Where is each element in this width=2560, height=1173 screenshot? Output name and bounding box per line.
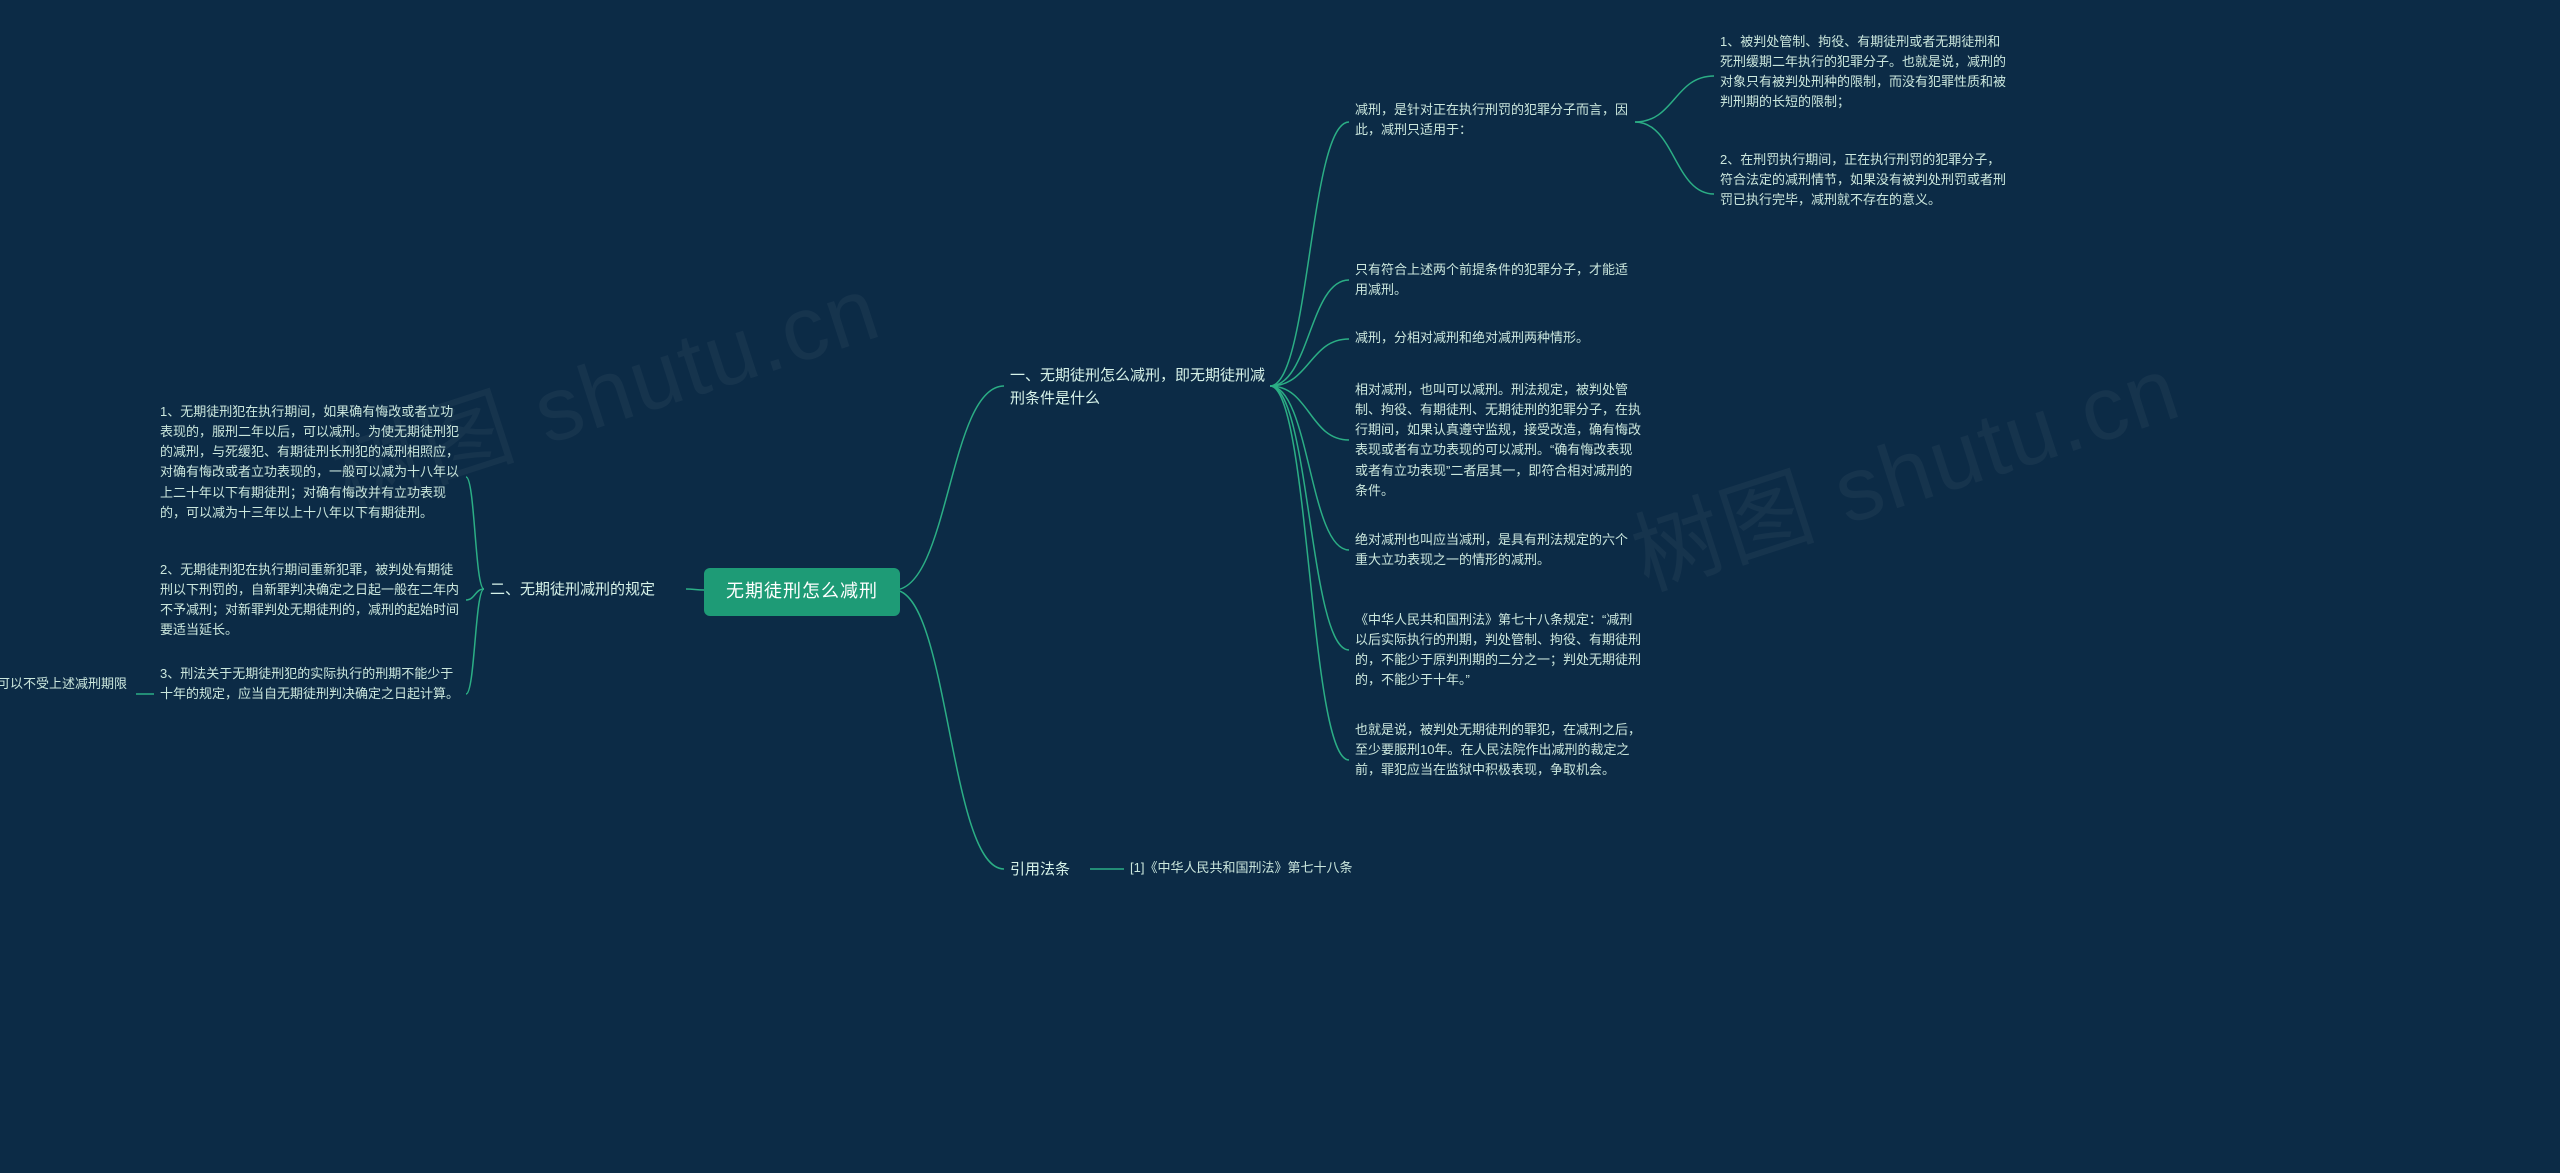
node-l1c2: 2、无期徒刑犯在执行期间重新犯罪，被判处有期徒刑以下刑罚的，自新罪判决确定之日起…: [160, 560, 460, 641]
node-l1: 二、无期徒刑减刑的规定: [490, 578, 680, 601]
node-r1c2: 只有符合上述两个前提条件的犯罪分子，才能适用减刑。: [1355, 260, 1635, 300]
watermark: 树图 shutu.cn: [1614, 316, 2194, 615]
node-r2: 引用法条: [1010, 858, 1090, 881]
node-r1c1: 减刑，是针对正在执行刑罚的犯罪分子而言，因此，减刑只适用于：: [1355, 100, 1635, 140]
node-r1c5: 绝对减刑也叫应当减刑，是具有刑法规定的六个重大立功表现之一的情形的减刑。: [1355, 530, 1635, 570]
node-l1c3a: 有重大立功表现的，可以不受上述减刑期限的限制。: [0, 674, 130, 714]
node-r1c6: 《中华人民共和国刑法》第七十八条规定：“减刑以后实际执行的刑期，判处管制、拘役、…: [1355, 610, 1645, 691]
node-r1c3: 减刑，分相对减刑和绝对减刑两种情形。: [1355, 328, 1635, 348]
root-node: 无期徒刑怎么减刑: [704, 568, 900, 616]
node-r1c7: 也就是说，被判处无期徒刑的罪犯，在减刑之后，至少要服刑10年。在人民法院作出减刑…: [1355, 720, 1645, 780]
node-r1c1b: 2、在刑罚执行期间，正在执行刑罚的犯罪分子，符合法定的减刑情节，如果没有被判处刑…: [1720, 150, 2010, 210]
node-r2c1: [1]《中华人民共和国刑法》第七十八条: [1130, 858, 1430, 878]
node-r1c1a: 1、被判处管制、拘役、有期徒刑或者无期徒刑和死刑缓期二年执行的犯罪分子。也就是说…: [1720, 32, 2010, 113]
node-l1c3: 3、刑法关于无期徒刑犯的实际执行的刑期不能少于十年的规定，应当自无期徒刑判决确定…: [160, 664, 460, 704]
node-l1c1: 1、无期徒刑犯在执行期间，如果确有悔改或者立功表现的，服刑二年以后，可以减刑。为…: [160, 402, 460, 523]
node-r1: 一、无期徒刑怎么减刑，即无期徒刑减刑条件是什么: [1010, 364, 1270, 411]
node-r1c4: 相对减刑，也叫可以减刑。刑法规定，被判处管制、拘役、有期徒刑、无期徒刑的犯罪分子…: [1355, 380, 1645, 501]
